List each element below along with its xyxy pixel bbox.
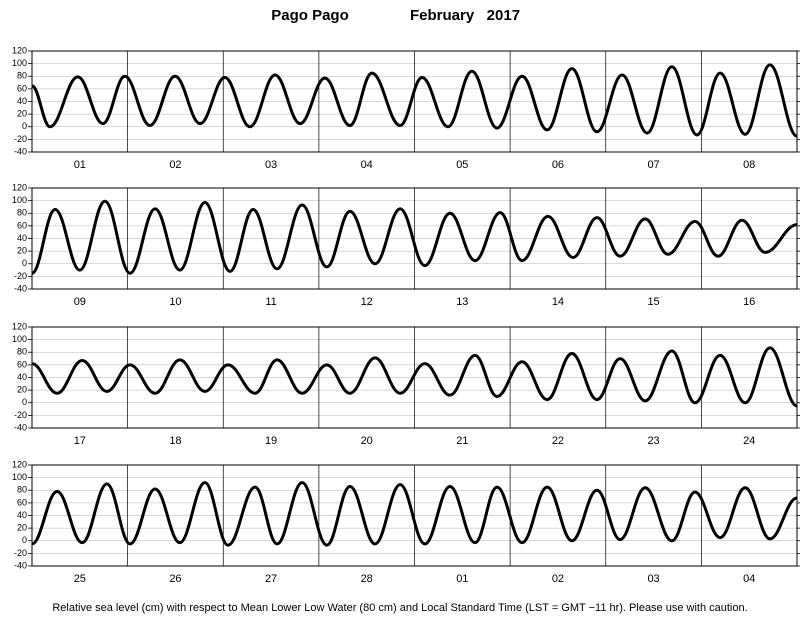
day-label: 14: [552, 296, 564, 308]
y-tick-label: 120: [12, 182, 27, 192]
y-tick-label: 60: [17, 83, 27, 93]
day-label: 17: [74, 435, 86, 447]
day-label: 08: [743, 159, 755, 171]
day-label: 19: [265, 435, 277, 447]
y-tick-label: 40: [17, 233, 27, 243]
day-label: 03: [265, 159, 277, 171]
y-tick-label: -20: [14, 548, 27, 558]
day-label: 02: [169, 159, 181, 171]
plot-frame: [31, 464, 798, 567]
y-tick-label: 0: [22, 258, 27, 268]
y-tick-label: 40: [17, 372, 27, 382]
y-tick-label: 100: [12, 472, 27, 482]
day-label: 25: [74, 573, 86, 585]
day-label: 16: [743, 296, 755, 308]
tide-line: [31, 346, 798, 408]
footnote: Relative sea level (cm) with respect to …: [52, 602, 747, 614]
day-label: 02: [552, 573, 564, 585]
y-tick-label: 20: [17, 385, 27, 395]
y-tick-label: 20: [17, 523, 27, 533]
day-label: 21: [456, 435, 468, 447]
y-tick-label: -40: [14, 146, 27, 156]
day-label: 10: [169, 296, 181, 308]
y-tick-label: 40: [17, 510, 27, 520]
y-tick-label: 80: [17, 71, 27, 81]
y-tick-label: 100: [12, 58, 27, 68]
y-tick-label: 0: [22, 121, 27, 131]
day-label: 03: [647, 573, 659, 585]
day-label: 28: [361, 573, 373, 585]
day-label: 01: [456, 573, 468, 585]
plot-frame: [31, 187, 798, 290]
day-label: 01: [74, 159, 86, 171]
y-tick-label: 60: [17, 497, 27, 507]
y-tick-label: -40: [14, 422, 27, 432]
y-tick-label: 0: [22, 535, 27, 545]
day-label: 24: [743, 435, 755, 447]
day-label: 04: [361, 159, 373, 171]
tide-line: [31, 63, 798, 138]
day-label: 27: [265, 573, 277, 585]
day-label: 05: [456, 159, 468, 171]
tide-line: [31, 199, 798, 275]
y-tick-label: -40: [14, 283, 27, 293]
day-label: 26: [169, 573, 181, 585]
y-tick-label: 20: [17, 109, 27, 119]
y-tick-label: -20: [14, 410, 27, 420]
day-label: 11: [265, 296, 276, 308]
day-label: 09: [74, 296, 86, 308]
day-label: 12: [361, 296, 373, 308]
y-tick-label: 80: [17, 208, 27, 218]
y-tick-label: 0: [22, 397, 27, 407]
day-label: 20: [361, 435, 373, 447]
y-tick-label: 120: [12, 321, 27, 331]
y-tick-label: 60: [17, 220, 27, 230]
day-label: 22: [552, 435, 564, 447]
y-tick-label: -20: [14, 134, 27, 144]
plot-frame: [31, 326, 798, 429]
day-label: 04: [743, 573, 755, 585]
y-tick-label: 80: [17, 347, 27, 357]
day-label: 15: [647, 296, 659, 308]
day-label: 13: [456, 296, 468, 308]
y-tick-label: 100: [12, 195, 27, 205]
day-label: 07: [647, 159, 659, 171]
tide-line: [31, 481, 798, 547]
y-tick-label: -20: [14, 271, 27, 281]
y-tick-label: 120: [12, 459, 27, 469]
plot-frame: [31, 50, 798, 153]
y-tick-label: 60: [17, 359, 27, 369]
day-label: 06: [552, 159, 564, 171]
y-tick-label: 120: [12, 45, 27, 55]
y-tick-label: 20: [17, 246, 27, 256]
title-month: February 2017: [410, 7, 520, 24]
day-label: 18: [169, 435, 181, 447]
y-tick-label: 80: [17, 485, 27, 495]
day-label: 23: [647, 435, 659, 447]
y-tick-label: -40: [14, 560, 27, 570]
y-tick-label: 40: [17, 96, 27, 106]
y-tick-label: 100: [12, 334, 27, 344]
title-location: Pago Pago: [271, 7, 349, 24]
